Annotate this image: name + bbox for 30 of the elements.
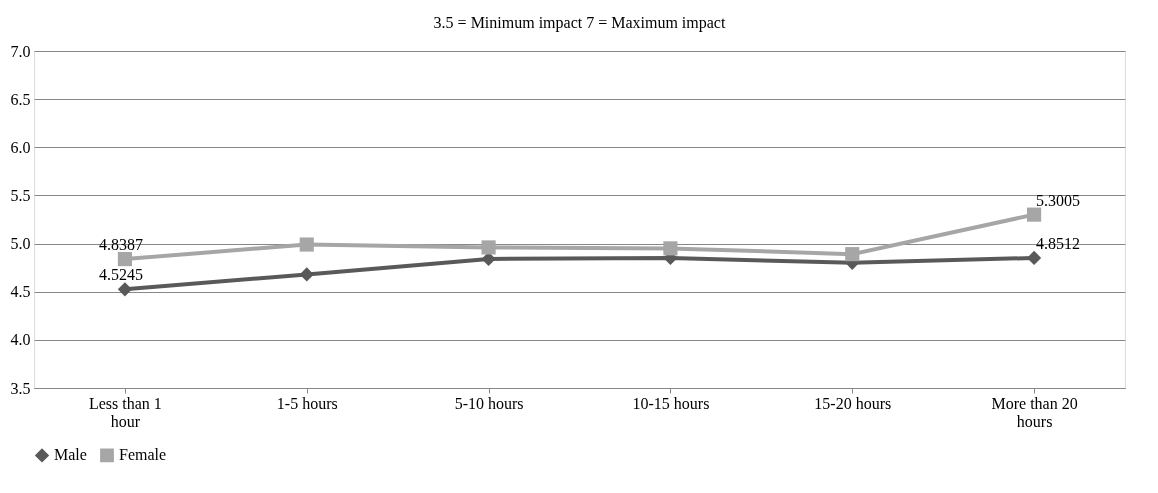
- data-label: 4.5245: [98, 266, 143, 284]
- y-tick-label: 5.5: [10, 186, 31, 204]
- x-tick-label: 10-15 hours: [632, 394, 710, 412]
- x-tick-label: More than 20 hours: [991, 394, 1078, 430]
- point: [481, 240, 496, 255]
- y-tick-label: 3.5: [10, 379, 31, 397]
- y-tick-label: 5.0: [10, 235, 31, 253]
- x-tick-label: 5-10 hours: [454, 394, 524, 412]
- x-tick-label: 1-5 hours: [276, 394, 338, 412]
- point: [117, 252, 132, 267]
- point: [663, 241, 678, 256]
- legend-label: Female: [119, 446, 167, 464]
- data-label: 5.3005: [1036, 191, 1081, 209]
- point: [1027, 250, 1042, 265]
- x-tick-label: Less than 1 hour: [88, 394, 162, 430]
- y-tick-label: 4.5: [10, 283, 31, 301]
- y-tick-label: 6.5: [10, 90, 31, 108]
- y-tick-label: 7.0: [10, 42, 31, 60]
- point: [299, 237, 314, 252]
- point: [1027, 207, 1042, 222]
- data-label: 4.8512: [1036, 234, 1081, 252]
- point: [299, 267, 314, 282]
- y-tick-label: 6.0: [10, 138, 31, 156]
- x-tick-label: 15-20 hours: [814, 394, 892, 412]
- data-label: 4.8387: [98, 236, 143, 254]
- y-tick-label: 4.0: [10, 331, 31, 349]
- point: [117, 282, 132, 297]
- point: [845, 247, 860, 262]
- legend-label: Male: [54, 446, 87, 464]
- chart-title: 3.5 = Minimum impact 7 = Maximum impact: [433, 14, 726, 32]
